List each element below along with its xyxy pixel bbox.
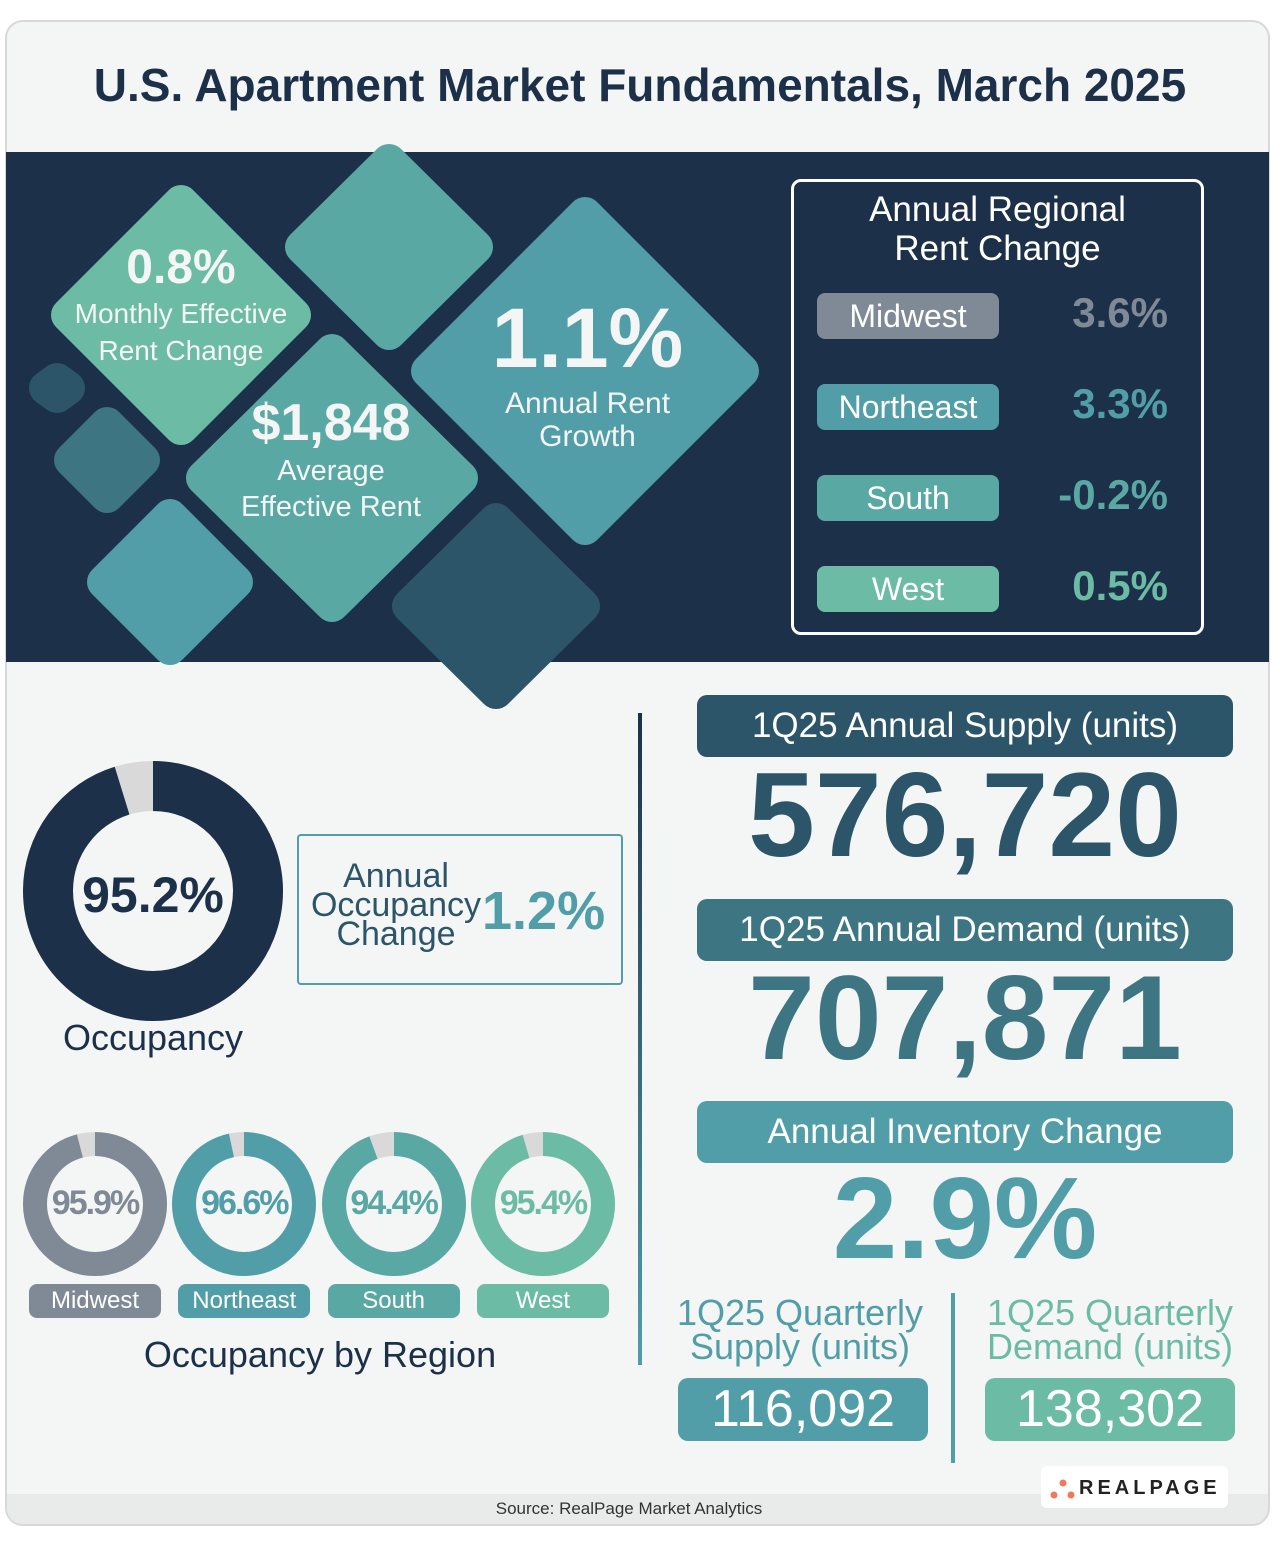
region-donut-northeast	[172, 1132, 317, 1276]
annual-label: Annual Rent Growth	[504, 387, 671, 453]
donut-fill	[23, 1132, 167, 1276]
region-tag: South	[327, 1284, 460, 1318]
diamond-shape	[392, 503, 600, 709]
occupancy-donut	[23, 761, 283, 1021]
donut-fill	[172, 1132, 317, 1276]
region-tag: Northeast	[178, 1284, 311, 1318]
average-label: Average Effective Rent	[240, 455, 421, 523]
region-occupancy-value: 95.4%	[499, 1184, 588, 1222]
diamond-decor	[29, 144, 759, 709]
region-rent-value: -0.2%	[1058, 471, 1168, 518]
diamond-shape	[411, 197, 759, 545]
diamond-shape	[29, 363, 85, 413]
region-pill-west: West	[817, 566, 999, 612]
donut-fill	[470, 1132, 615, 1276]
monthly-rent-change: 0.8% Monthly Effective Rent Change	[40, 240, 322, 369]
donut-fill	[321, 1132, 466, 1276]
quarterly-supply-label: 1Q25 Quarterly Supply (units)	[676, 1292, 924, 1367]
region-donut-west	[470, 1132, 615, 1276]
region-tag: West	[476, 1284, 609, 1318]
region-rent-value: 0.5%	[1072, 562, 1168, 609]
divider	[951, 1293, 955, 1463]
supply-value: 576,720	[748, 748, 1182, 882]
region-occupancy-value: 95.9%	[51, 1184, 140, 1222]
logo-text: REALPAGE	[1079, 1477, 1221, 1499]
region-donut-midwest	[23, 1132, 167, 1276]
occupancy-label: Occupancy	[62, 1017, 244, 1058]
region-pill-midwest: Midwest	[817, 293, 999, 339]
annual-value: 1.1%	[491, 291, 684, 385]
region-tag: Midwest	[29, 1284, 161, 1318]
demand-header: 1Q25 Annual Demand (units)	[697, 899, 1233, 961]
region-rent-value: 3.6%	[1072, 289, 1168, 336]
annual-rent-growth: 1.1% Annual Rent Growth	[445, 290, 730, 453]
regional-rent-title: Annual Regional Rent Change	[869, 190, 1126, 268]
source-note: Source: RealPage Market Analytics	[495, 1499, 763, 1518]
divider	[638, 713, 642, 1365]
diamond-shape	[87, 499, 253, 665]
quarterly-supply-value: 116,092	[678, 1378, 928, 1441]
realpage-logo: REALPAGE	[1041, 1466, 1228, 1508]
occupancy-by-region-title: Occupancy by Region	[143, 1334, 497, 1375]
diamond-shape	[54, 407, 160, 513]
region-donut-south	[321, 1132, 466, 1276]
inventory-header: Annual Inventory Change	[697, 1101, 1233, 1163]
page-title: U.S. Apartment Market Fundamentals, Marc…	[93, 59, 1187, 111]
donut-fill	[23, 761, 283, 1021]
logo-dots-icon	[1050, 1479, 1075, 1499]
region-occupancy-value: 94.4%	[350, 1184, 438, 1222]
occupancy-change-value: 1.2%	[482, 881, 606, 941]
region-occupancy-value: 96.6%	[201, 1184, 289, 1222]
average-rent: $1,848 Average Effective Rent	[190, 393, 472, 525]
region-rent-value: 3.3%	[1072, 380, 1168, 427]
supply-header: 1Q25 Annual Supply (units)	[697, 695, 1233, 757]
average-value: $1,848	[251, 394, 411, 452]
demand-value: 707,871	[748, 951, 1182, 1085]
quarterly-demand-value: 138,302	[985, 1378, 1235, 1441]
diamond-shape	[186, 334, 478, 622]
occupancy-change-label: Annual Occupancy Change	[310, 857, 482, 953]
monthly-label: Monthly Effective Rent Change	[74, 298, 288, 366]
quarterly-demand-label: 1Q25 Quarterly Demand (units)	[986, 1292, 1234, 1367]
region-pill-south: South	[817, 475, 999, 521]
monthly-value: 0.8%	[126, 241, 236, 294]
occupancy-change-box	[297, 834, 623, 985]
diamond-shape	[51, 185, 311, 445]
regional-rent-box	[791, 179, 1204, 635]
occupancy-value: 95.2%	[82, 867, 224, 923]
diamond-shape	[285, 144, 493, 350]
region-pill-northeast: Northeast	[817, 384, 999, 430]
inventory-value: 2.9%	[832, 1153, 1098, 1283]
